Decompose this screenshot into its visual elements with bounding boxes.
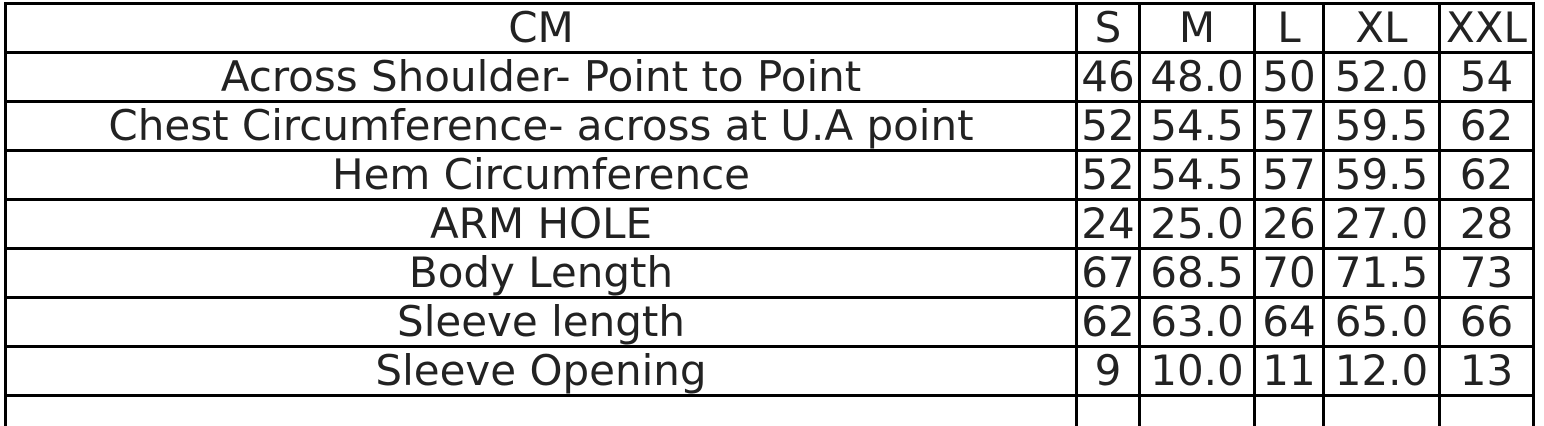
cut-off-row xyxy=(4,394,1535,426)
cell: 57 xyxy=(1253,100,1325,152)
row-label: CM xyxy=(4,2,1078,54)
cell: 71.5 xyxy=(1322,247,1441,299)
table-row: ARM HOLE 24 25.0 26 27.0 28 xyxy=(4,198,1535,250)
cell: 10.0 xyxy=(1138,345,1256,397)
cell: 54 xyxy=(1438,51,1535,103)
table-row: Sleeve Opening 9 10.0 11 12.0 13 xyxy=(4,345,1535,397)
cell: S xyxy=(1075,2,1141,54)
cell: 63.0 xyxy=(1138,296,1256,348)
cell xyxy=(1253,394,1325,426)
size-table: CM S M L XL XXL Across Shoulder- Point to Poin… xyxy=(4,2,1535,426)
row-label xyxy=(4,394,1078,426)
cell: 67 xyxy=(1075,247,1141,299)
cell: 54.5 xyxy=(1138,100,1256,152)
cell: 62 xyxy=(1075,296,1141,348)
row-label: Body Length xyxy=(4,247,1078,299)
cell: 12.0 xyxy=(1322,345,1441,397)
cell: 11 xyxy=(1253,345,1325,397)
cell: 66 xyxy=(1438,296,1535,348)
cell: 25.0 xyxy=(1138,198,1256,250)
table-row: Body Length 67 68.5 70 71.5 73 xyxy=(4,247,1535,299)
cell xyxy=(1138,394,1256,426)
table-row: Sleeve length 62 63.0 64 65.0 66 xyxy=(4,296,1535,348)
cell: 62 xyxy=(1438,100,1535,152)
row-label: Sleeve length xyxy=(4,296,1078,348)
cell: 9 xyxy=(1075,345,1141,397)
cell xyxy=(1438,394,1535,426)
row-label: Across Shoulder- Point to Point xyxy=(4,51,1078,103)
table-row: Across Shoulder- Point to Point 46 48.0 50 5… xyxy=(4,51,1535,103)
cell: 46 xyxy=(1075,51,1141,103)
cell: 52 xyxy=(1075,100,1141,152)
cell: 70 xyxy=(1253,247,1325,299)
cell: 73 xyxy=(1438,247,1535,299)
row-label: ARM HOLE xyxy=(4,198,1078,250)
cell: XXL xyxy=(1438,2,1535,54)
cell: 27.0 xyxy=(1322,198,1441,250)
cell: 54.5 xyxy=(1138,149,1256,201)
cell: 59.5 xyxy=(1322,100,1441,152)
cell: 68.5 xyxy=(1138,247,1256,299)
cell: XL xyxy=(1322,2,1441,54)
cell: 48.0 xyxy=(1138,51,1256,103)
header-row: CM S M L XL XXL xyxy=(4,2,1535,54)
row-label: Hem Circumference xyxy=(4,149,1078,201)
cell: 52.0 xyxy=(1322,51,1441,103)
cell: 64 xyxy=(1253,296,1325,348)
cell: 28 xyxy=(1438,198,1535,250)
cell: 24 xyxy=(1075,198,1141,250)
row-label: Sleeve Opening xyxy=(4,345,1078,397)
table-row: Chest Circumference- across at U.A point… xyxy=(4,100,1535,152)
row-label: Chest Circumference- across at U.A point xyxy=(4,100,1078,152)
cell xyxy=(1322,394,1441,426)
cell: 62 xyxy=(1438,149,1535,201)
cell: 57 xyxy=(1253,149,1325,201)
cell: 50 xyxy=(1253,51,1325,103)
cell: M xyxy=(1138,2,1256,54)
cell: 65.0 xyxy=(1322,296,1441,348)
cell: 26 xyxy=(1253,198,1325,250)
cell: 59.5 xyxy=(1322,149,1441,201)
cell: 52 xyxy=(1075,149,1141,201)
cell: L xyxy=(1253,2,1325,54)
table-row: Hem Circumference 52 54.5 57 59.5 62 xyxy=(4,149,1535,201)
cell: 13 xyxy=(1438,345,1535,397)
cell xyxy=(1075,394,1141,426)
